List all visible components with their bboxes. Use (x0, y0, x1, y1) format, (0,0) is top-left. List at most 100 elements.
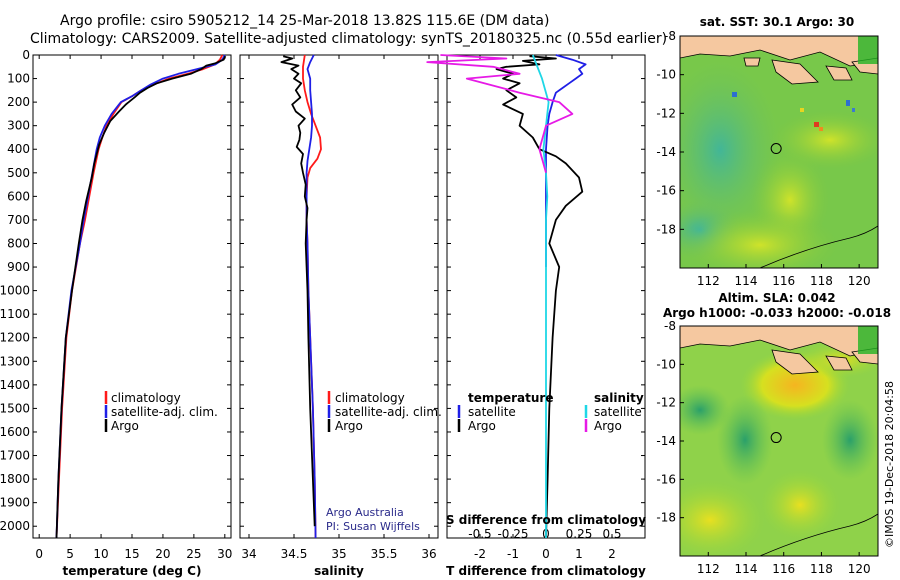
sla-map-title: Altim. SLA: 0.042 (718, 291, 835, 305)
imos-timestamp: ©IMOS 19-Dec-2018 20:04:58 (883, 381, 896, 548)
sla-map-subtitle: Argo h1000: -0.033 h2000: -0.018 (663, 306, 891, 320)
salinity-depth-ticks (240, 54, 438, 527)
depth-tick-label: 700 (7, 213, 30, 227)
argo-float-marker (770, 143, 782, 155)
difference-legend: temperature satellite Argo salinity sate… (457, 391, 644, 433)
lat-tick-label: -18 (656, 222, 676, 236)
sla-longitude-axis: 112 114 116 118 120 (697, 552, 871, 576)
legend-title-salinity: salinity (594, 391, 644, 405)
x-tick-label: 20 (155, 547, 170, 561)
lat-tick-label: -14 (656, 145, 676, 159)
sla-map-panel: Altim. SLA: 0.042 Argo h1000: -0.033 h20… (656, 291, 891, 576)
depth-tick-label: 100 (7, 72, 30, 86)
depth-tick-label: 0 (22, 48, 30, 62)
depth-tick-label: 600 (7, 189, 30, 203)
x-tick-label: 25 (186, 547, 201, 561)
depth-tick-label: 800 (7, 236, 30, 250)
lon-tick-label: 116 (772, 562, 795, 576)
lat-tick-label: -12 (656, 396, 676, 410)
depth-tick-label: 300 (7, 119, 30, 133)
difference-series (426, 54, 587, 539)
sst-island (743, 57, 761, 67)
series-line-satellite (545, 54, 587, 267)
sst-latitude-axis: -8 -10 -12 -14 -16 -18 (656, 29, 684, 236)
sst-map-title: sat. SST: 30.1 Argo: 30 (700, 15, 854, 29)
series-line-argo (55, 55, 227, 539)
series-line-satellite (305, 54, 317, 539)
x-tick-label: 36 (421, 547, 436, 561)
sst-map-panel: sat. SST: 30.1 Argo: 30 112 114 116 118 120 (656, 15, 879, 288)
depth-tick-label: 900 (7, 260, 30, 274)
salinity-axis-label: salinity (314, 564, 364, 578)
lon-tick-label: 114 (735, 562, 758, 576)
sla-island (825, 355, 853, 371)
x-tick-label: 0 (542, 547, 550, 561)
depth-tick-label: 1000 (0, 284, 30, 298)
legend-label-argo: Argo (335, 419, 363, 433)
depth-tick-label: 400 (7, 142, 30, 156)
figure-title-line2: Climatology: CARS2009. Satellite-adjuste… (30, 31, 667, 47)
x-tick-label: 2 (608, 547, 616, 561)
salinity-plot-frame (239, 54, 439, 539)
x-tick-label: -0.5 (468, 527, 491, 541)
legend-label-temp-satellite: satellite (468, 405, 516, 419)
series-line-argo (280, 55, 316, 527)
depth-tick-label: 200 (7, 95, 30, 109)
lon-tick-label: 116 (772, 274, 795, 288)
salinity-profile-panel: 34 34.5 35 35.5 36 salinity climatology sate… (239, 54, 442, 578)
x-tick-label: -2 (474, 547, 486, 561)
t-difference-axis-label: T difference from climatology (446, 564, 646, 578)
temperature-profile-panel: 0100200300400500600700800900100011001200… (0, 48, 232, 578)
lat-tick-label: -10 (656, 357, 676, 371)
legend-label-argo: Argo (111, 419, 139, 433)
lon-tick-label: 112 (697, 274, 720, 288)
legend-title-temperature: temperature (468, 391, 553, 405)
sla-latitude-axis: -8 -10 -12 -14 -16 -18 (656, 319, 684, 525)
lon-tick-label: 118 (810, 562, 833, 576)
temperature-axis-label: temperature (deg C) (63, 564, 202, 578)
salinity-axis: 34 34.5 35 35.5 36 (241, 55, 437, 561)
sst-island (771, 59, 819, 85)
lon-tick-label: 118 (810, 274, 833, 288)
lat-tick-label: -10 (656, 68, 676, 82)
argo-float-marker (770, 432, 782, 444)
sla-land-fill (858, 326, 878, 354)
depth-tick-label: 1500 (0, 401, 30, 415)
legend-label-sal-argo: Argo (594, 419, 622, 433)
lat-tick-label: -16 (656, 472, 676, 486)
x-tick-label: 1 (575, 547, 583, 561)
sla-bathymetry-contour (759, 513, 878, 556)
sst-bathymetry-contour (759, 225, 878, 268)
legend-label-satellite: satellite-adj. clim. (335, 405, 442, 419)
series-line-satellite (55, 54, 226, 539)
legend-label-climatology: climatology (111, 391, 181, 405)
s-difference-axis-label: S difference from climatology (446, 513, 646, 527)
x-tick-label: 0 (35, 547, 43, 561)
depth-tick-label: 1700 (0, 449, 30, 463)
series-line-climatology (55, 54, 224, 539)
lat-tick-label: -14 (656, 434, 676, 448)
x-tick-label: 15 (124, 547, 139, 561)
lon-tick-label: 120 (848, 274, 871, 288)
lat-tick-label: -8 (664, 29, 676, 43)
salinity-series (280, 54, 322, 539)
depth-tick-label: 1300 (0, 354, 30, 368)
x-tick-label: 0.5 (602, 527, 621, 541)
depth-axis: 0 100 200 300 400 500 600 700 800 900 1000 1100 1200… (0, 48, 231, 533)
depth-tick-label: 1200 (0, 331, 30, 345)
depth-tick-label: 500 (7, 166, 30, 180)
lat-tick-label: -12 (656, 106, 676, 120)
salinity-legend: climatology satellite-adj. clim. Argo (327, 391, 442, 433)
series-line-argo (495, 55, 584, 539)
sst-longitude-axis: 112 114 116 118 120 (697, 264, 871, 288)
sla-island (771, 349, 819, 375)
depth-tick-label: 1100 (0, 307, 30, 321)
x-tick-label: 34 (241, 547, 256, 561)
temperature-series (55, 54, 227, 539)
sla-map-field (680, 326, 878, 556)
credit-line2: PI: Susan Wijffels (326, 520, 420, 533)
lat-tick-label: -18 (656, 511, 676, 525)
depth-tick-label: 1600 (0, 425, 30, 439)
temperature-legend: climatology satellite-adj. clim. Argo (104, 391, 218, 433)
difference-depth-ticks (447, 54, 645, 527)
